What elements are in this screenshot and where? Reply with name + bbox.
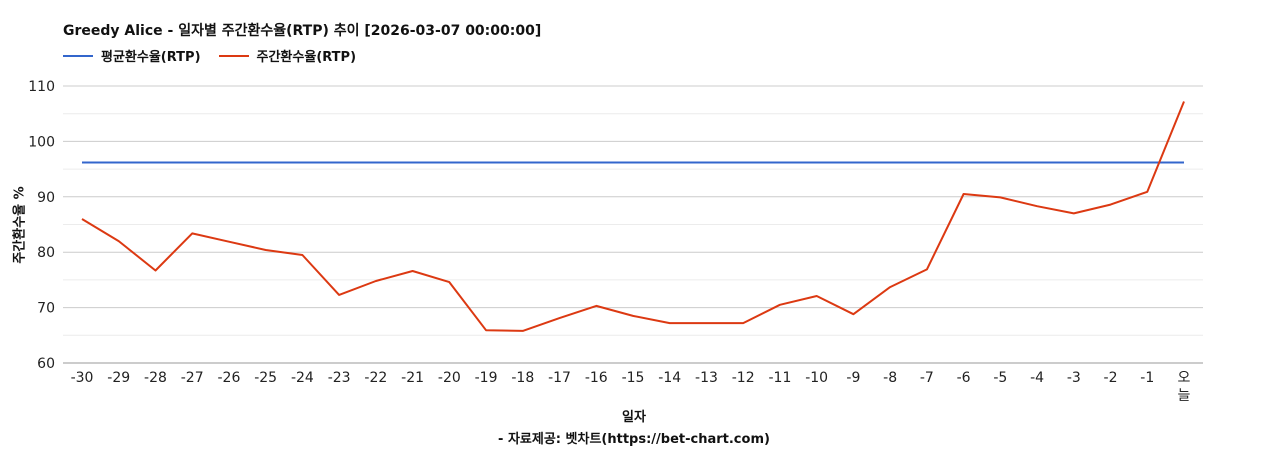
y-tick-label: 80: [37, 245, 55, 261]
x-tick-label: -12: [732, 370, 755, 386]
x-tick-label: -7: [920, 370, 934, 386]
y-tick-label: 60: [37, 356, 55, 372]
x-tick-label: -6: [957, 370, 971, 386]
x-tick-label: -8: [883, 370, 897, 386]
x-tick-label: -17: [548, 370, 571, 386]
x-tick-label: -3: [1067, 370, 1081, 386]
x-tick-label: -4: [1030, 370, 1044, 386]
x-tick-label: -1: [1140, 370, 1154, 386]
x-tick-label: -2: [1104, 370, 1118, 386]
x-tick-label: -28: [144, 370, 167, 386]
series-line-weekly: [81, 101, 1185, 332]
x-axis-label: 일자: [622, 410, 646, 425]
y-tick-label: 90: [37, 190, 55, 206]
x-tick-label: -18: [511, 370, 534, 386]
x-tick-label: -14: [658, 370, 681, 386]
legend-label-weekly: 주간환수율(RTP): [256, 50, 357, 65]
x-tick-label: -29: [107, 370, 130, 386]
x-tick-label: -10: [805, 370, 828, 386]
x-tick-label: -23: [328, 370, 351, 386]
x-tick-label: -25: [254, 370, 277, 386]
x-tick-label: -20: [438, 370, 461, 386]
x-tick-label: -21: [401, 370, 424, 386]
x-tick-label: -24: [291, 370, 314, 386]
x-tick-label: -27: [181, 370, 204, 386]
y-tick-label: 100: [28, 134, 55, 150]
x-tick-label: -15: [622, 370, 645, 386]
x-tick-label: -16: [585, 370, 608, 386]
x-tick-label: -11: [768, 370, 791, 386]
source-credit: - 자료제공: 벳차트(https://bet-chart.com): [498, 432, 770, 447]
legend: 평균환수율(RTP) 주간환수율(RTP): [63, 46, 374, 65]
chart-title: Greedy Alice - 일자별 주간환수율(RTP) 추이 [2026-0…: [63, 23, 542, 39]
x-tick-label: -22: [364, 370, 387, 386]
x-tick-label: -26: [217, 370, 240, 386]
legend-item-weekly[interactable]: 주간환수율(RTP): [218, 46, 357, 65]
legend-item-average[interactable]: 평균환수율(RTP): [63, 46, 201, 65]
y-tick-label: 70: [37, 301, 55, 317]
x-tick-label: 오: [1178, 370, 1191, 386]
x-tick-label: -30: [71, 370, 94, 386]
x-tick-label: -13: [695, 370, 718, 386]
legend-swatch-average: [63, 54, 93, 57]
y-tick-label: 110: [28, 79, 55, 95]
x-tick-label: -19: [475, 370, 498, 386]
legend-swatch-weekly: [218, 54, 249, 57]
x-tick-label: -9: [846, 370, 860, 386]
legend-label-average: 평균환수율(RTP): [101, 50, 201, 65]
x-tick-label: 늘: [1178, 388, 1191, 404]
x-tick-label: -5: [993, 370, 1007, 386]
